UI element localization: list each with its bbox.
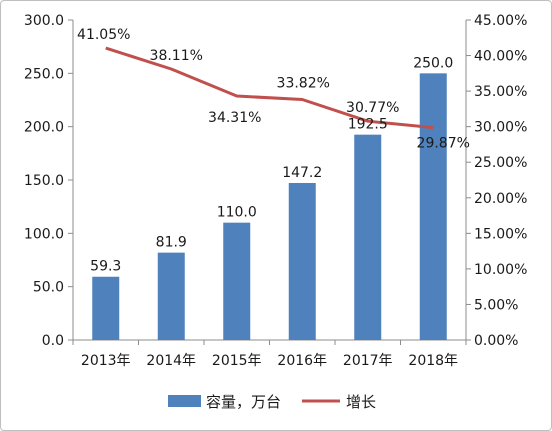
bar-data-label: 81.9 (156, 235, 187, 251)
right-tick-label: 5.00% (474, 297, 518, 313)
bar-data-label: 147.2 (282, 165, 322, 181)
x-tick-label: 2015年 (212, 353, 262, 369)
x-tick-label: 2017年 (343, 353, 393, 369)
bar (92, 276, 120, 340)
growth-line (105, 46, 434, 130)
right-tick-label: 20.00% (474, 191, 527, 207)
left-tick-label: 300.0 (24, 13, 64, 29)
left-tick-label: 50.0 (33, 280, 64, 296)
right-tick-label: 0.00% (474, 333, 518, 349)
line-data-label: 34.31% (208, 110, 261, 126)
right-tick-label: 45.00% (474, 13, 527, 29)
right-tick-label: 10.00% (474, 262, 527, 278)
x-tick-label: 2016年 (277, 353, 327, 369)
x-tick-label: 2013年 (81, 353, 131, 369)
right-tick-label: 40.00% (474, 49, 527, 65)
left-tick-label: 150.0 (24, 173, 64, 189)
bar-data-label: 59.3 (90, 259, 121, 275)
x-tick-label: 2018年 (408, 353, 458, 369)
left-tick-label: 0.0 (42, 333, 64, 349)
bar-data-label: 192.5 (348, 117, 388, 133)
bar (157, 252, 185, 340)
right-tick-label: 35.00% (474, 84, 527, 100)
line-data-label: 38.11% (150, 48, 203, 64)
legend-label-line: 增长 (346, 393, 376, 411)
bar (223, 222, 251, 340)
bar (419, 73, 447, 340)
bar-data-label: 250.0 (413, 55, 453, 71)
bar (288, 182, 316, 340)
right-tick-label: 25.00% (474, 155, 527, 171)
bar (354, 134, 382, 340)
line-data-label: 33.82% (277, 76, 330, 92)
bar-data-label: 110.0 (217, 205, 257, 221)
left-tick-label: 250.0 (24, 66, 64, 82)
legend-swatch-bar (168, 395, 201, 407)
line-data-label: 29.87% (417, 136, 470, 152)
right-tick-label: 30.00% (474, 120, 527, 136)
left-tick-label: 200.0 (24, 120, 64, 136)
right-tick-label: 15.00% (474, 226, 527, 242)
line-data-label: 30.77% (346, 100, 399, 116)
line-data-label: 41.05% (77, 27, 130, 43)
legend-label-bar: 容量，万台 (206, 393, 281, 411)
x-tick-label: 2014年 (146, 353, 196, 369)
left-tick-label: 100.0 (24, 226, 64, 242)
